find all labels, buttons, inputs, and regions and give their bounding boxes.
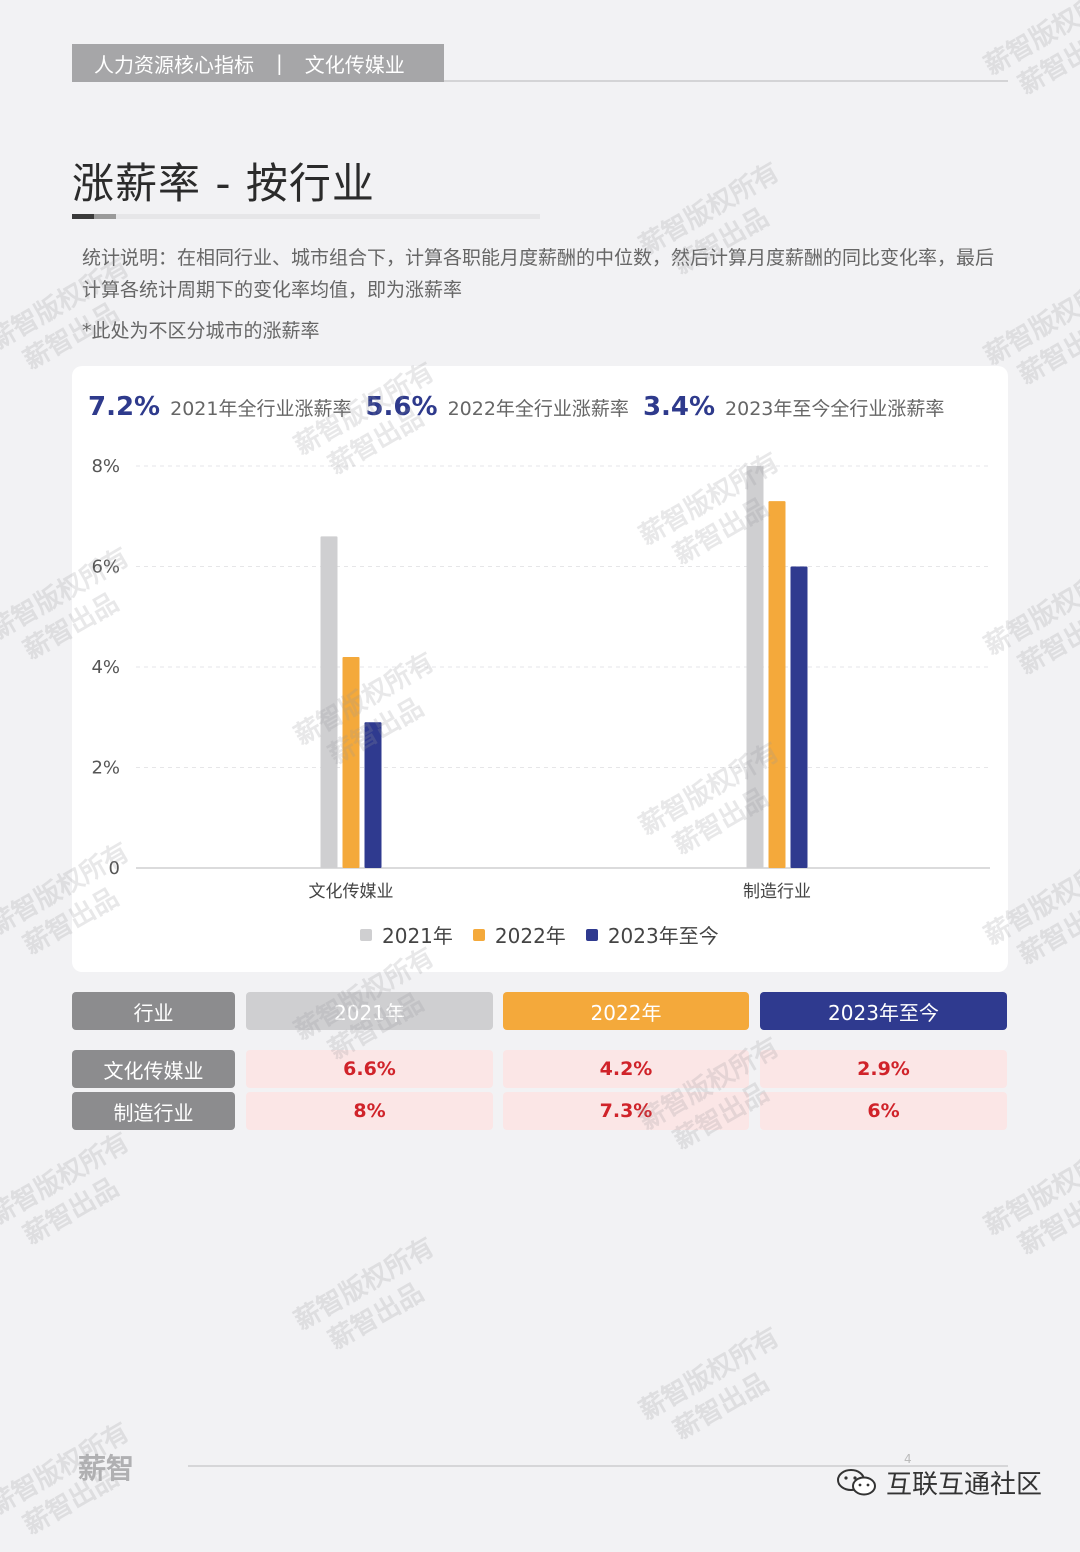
bar — [364, 722, 382, 868]
table-row-label: 文化传媒业 — [72, 1050, 235, 1088]
title-underline — [72, 214, 540, 219]
brand-name: 薪智 — [78, 1452, 135, 1485]
bar — [790, 566, 808, 868]
legend-item-2021: 2021年 — [360, 920, 453, 949]
watermark-line: 薪智出品 — [1013, 312, 1080, 391]
page-title: 涨薪率 - 按行业 — [72, 159, 375, 208]
y-tick-label: 6% — [91, 557, 120, 578]
description: 统计说明：在相同行业、城市组合下，计算各职能月度薪酬的中位数，然后计算月度薪酬的… — [82, 247, 995, 301]
watermark: 薪智版权所有 薪智出品 — [633, 1321, 802, 1458]
y-tick-label: 2% — [91, 758, 120, 779]
page-number: 4 — [904, 1452, 912, 1466]
watermark: 薪智版权所有 薪智出品 — [978, 0, 1080, 112]
watermark: 薪智版权所有 薪智出品 — [288, 1231, 457, 1368]
x-tick-label: 文化传媒业 — [309, 882, 394, 902]
header-section: 人力资源核心指标 — [94, 52, 254, 77]
watermark-line: 薪智出品 — [1013, 22, 1080, 101]
watermark-line: 薪智出品 — [1013, 892, 1080, 971]
table-cell: 2.9% — [760, 1050, 1007, 1088]
header-separator: | — [276, 51, 283, 75]
y-tick-label: 8% — [91, 456, 120, 477]
watermark-line: 薪智出品 — [1013, 602, 1080, 681]
table-cell: 8% — [246, 1092, 493, 1130]
table-header-2022: 2022年 — [503, 992, 749, 1030]
watermark-line: 薪智出品 — [668, 1367, 774, 1446]
watermark-line: 薪智版权所有 — [0, 1127, 135, 1232]
y-tick-label: 4% — [91, 657, 120, 678]
table-cell: 7.3% — [503, 1092, 749, 1130]
table-header-2023: 2023年至今 — [760, 992, 1007, 1030]
kpi-label: 2021年全行业涨薪率 — [170, 398, 352, 420]
kpi-row: 7.2% 2021年全行业涨薪率 5.6% 2022年全行业涨薪率 3.4% 2… — [88, 392, 958, 422]
table-header-2021: 2021年 — [246, 992, 493, 1030]
kpi-label: 2023年至今全行业涨薪率 — [725, 398, 945, 420]
header-industry: 文化传媒业 — [304, 52, 405, 77]
bar — [746, 466, 764, 868]
legend-label: 2022年 — [494, 924, 566, 948]
header-divider — [444, 80, 1008, 82]
legend-label: 2021年 — [382, 924, 453, 948]
note: *此处为不区分城市的涨薪率 — [82, 320, 320, 342]
watermark: 薪智版权所有 薪智出品 — [978, 1136, 1080, 1273]
watermark-line: 薪智版权所有 — [979, 1137, 1080, 1242]
y-tick-label: 0 — [109, 858, 120, 879]
watermark-line: 薪智版权所有 — [979, 0, 1080, 82]
kpi-value: 7.2% — [88, 392, 161, 422]
bar — [768, 501, 786, 868]
legend-item-2022: 2022年 — [472, 920, 566, 949]
table-cell: 4.2% — [503, 1050, 749, 1088]
legend-label: 2023年至今 — [607, 924, 719, 948]
kpi-value: 5.6% — [365, 392, 438, 422]
watermark-line: 薪智版权所有 — [289, 1232, 440, 1337]
legend-swatch — [472, 928, 485, 941]
kpi-value: 3.4% — [642, 392, 716, 422]
source-name: 互联互通社区 — [886, 1470, 1043, 1500]
chart-legend: 2021年 2022年 2023年至今 — [360, 920, 739, 949]
bar-chart: 0 2% 4% 6% 8% 文化传媒业 制造行业 — [91, 456, 990, 902]
chart-card — [72, 366, 1008, 972]
bar — [342, 656, 360, 868]
x-tick-label: 制造行业 — [743, 882, 811, 902]
table-cell: 6% — [760, 1092, 1007, 1130]
table-cell: 6.6% — [246, 1050, 493, 1088]
watermark: 薪智版权所有 薪智出品 — [0, 1126, 153, 1263]
wechat-icon — [837, 1468, 876, 1495]
watermark-line: 薪智版权所有 — [634, 1322, 785, 1427]
bar — [320, 536, 338, 868]
footer-source: 互联互通社区 — [836, 1464, 1042, 1501]
table-header-industry: 行业 — [72, 992, 235, 1030]
table-row-label: 制造行业 — [72, 1092, 235, 1130]
kpi-label: 2022年全行业涨薪率 — [447, 398, 629, 420]
watermark-line: 薪智出品 — [18, 1172, 124, 1251]
watermark-line: 薪智出品 — [1013, 1182, 1080, 1261]
legend-item-2023: 2023年至今 — [585, 920, 719, 949]
brand-logo: 薪智 — [78, 1447, 134, 1487]
watermark-line: 薪智出品 — [323, 1277, 429, 1356]
legend-swatch — [585, 928, 598, 941]
footer-divider — [188, 1465, 1008, 1467]
header-tab: 人力资源核心指标 | 文化传媒业 — [72, 44, 444, 82]
legend-swatch — [360, 928, 372, 941]
